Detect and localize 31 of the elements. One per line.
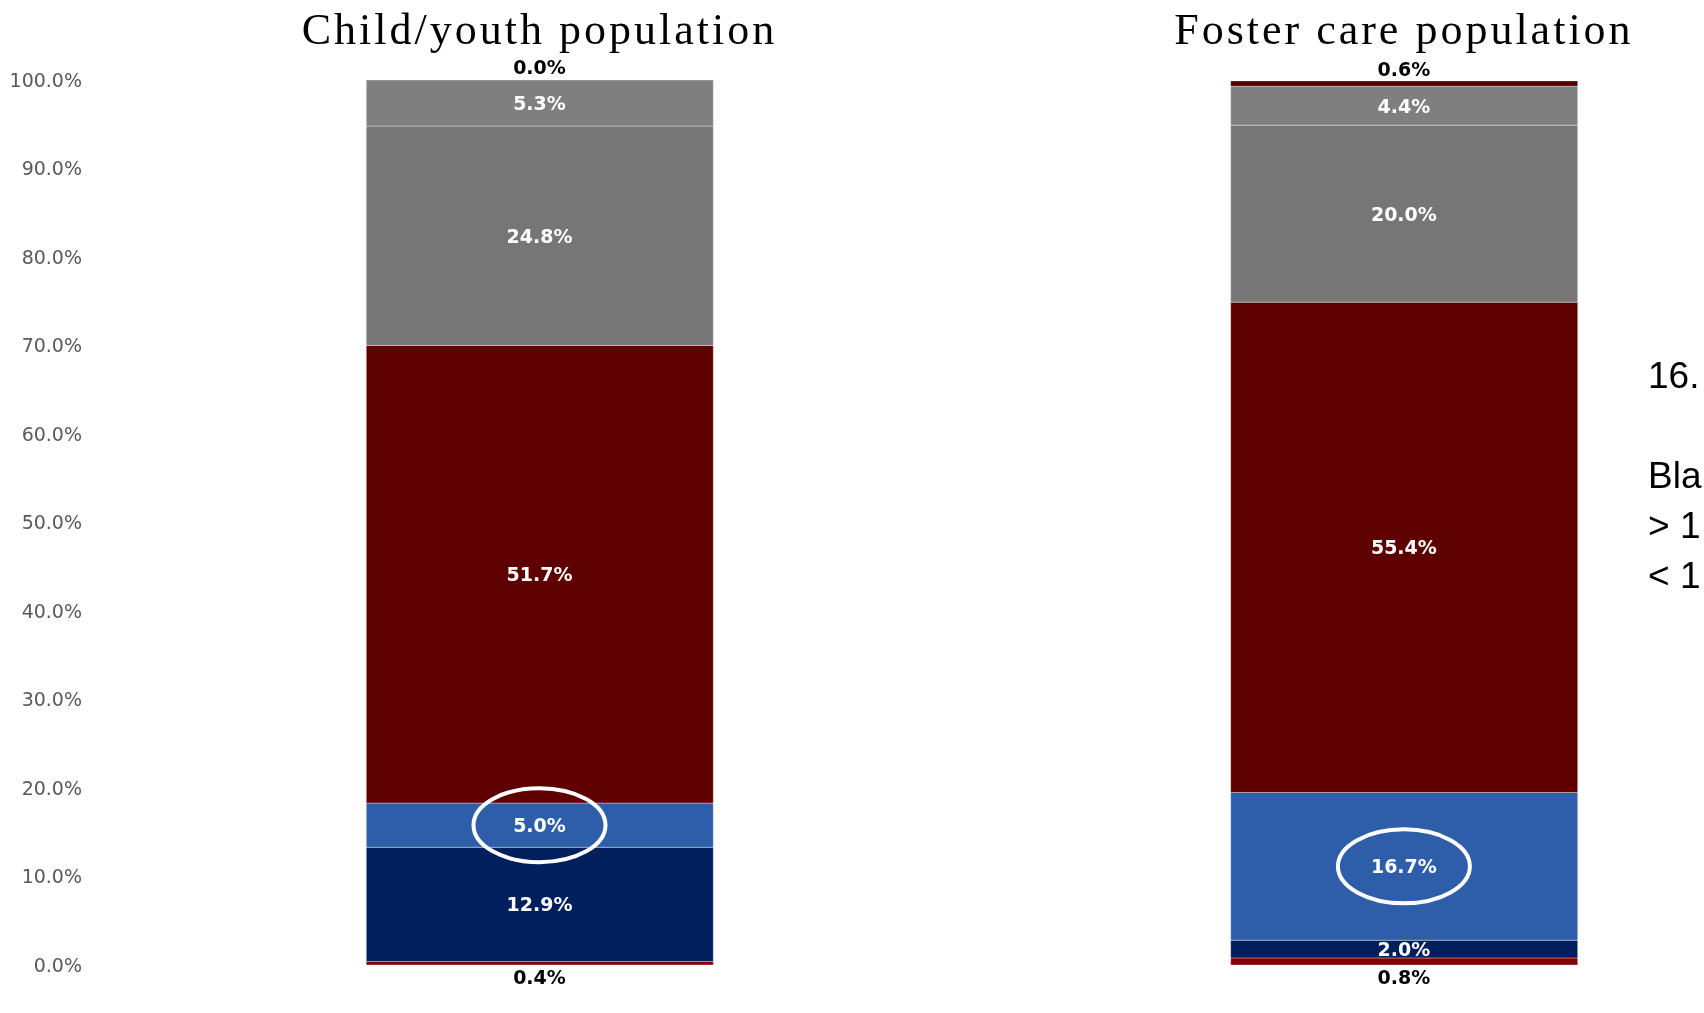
x-tick-label: Child/youth population — [301, 5, 778, 54]
data-label: 0.6% — [1377, 57, 1431, 80]
annotation: > 1 — [1648, 505, 1701, 546]
data-label: 5.0% — [513, 814, 566, 837]
data-label: 20.0% — [1370, 202, 1437, 225]
annotation: 16. — [1648, 355, 1700, 396]
data-label: 24.8% — [506, 224, 573, 247]
data-label: 0.4% — [513, 966, 566, 988]
y-tick-label: 80.0% — [21, 245, 82, 268]
data-label: 55.4% — [1370, 536, 1437, 559]
y-tick-label: 60.0% — [21, 422, 82, 445]
y-tick-label: 10.0% — [21, 865, 82, 888]
y-tick-label: 20.0% — [21, 776, 82, 799]
data-label: 16.7% — [1370, 855, 1437, 878]
data-label: 51.7% — [506, 563, 573, 586]
annotation: < 1 — [1648, 555, 1701, 596]
data-label: 5.3% — [513, 91, 566, 114]
y-tick-label: 0.0% — [33, 953, 82, 976]
data-label: 12.9% — [506, 893, 573, 916]
annotation: Bla — [1648, 455, 1702, 496]
y-tick-label: 50.0% — [21, 511, 82, 534]
y-tick-label: 40.0% — [21, 599, 82, 622]
data-label: 0.0% — [513, 56, 566, 79]
data-label: 4.4% — [1377, 94, 1431, 117]
data-label: 2.0% — [1377, 938, 1431, 961]
data-label: 0.8% — [1377, 966, 1431, 988]
y-tick-label: 90.0% — [21, 157, 82, 180]
y-tick-label: 100.0% — [9, 68, 82, 91]
y-tick-label: 30.0% — [21, 688, 82, 711]
y-tick-label: 70.0% — [21, 334, 82, 357]
x-tick-label: Foster care population — [1174, 5, 1634, 54]
